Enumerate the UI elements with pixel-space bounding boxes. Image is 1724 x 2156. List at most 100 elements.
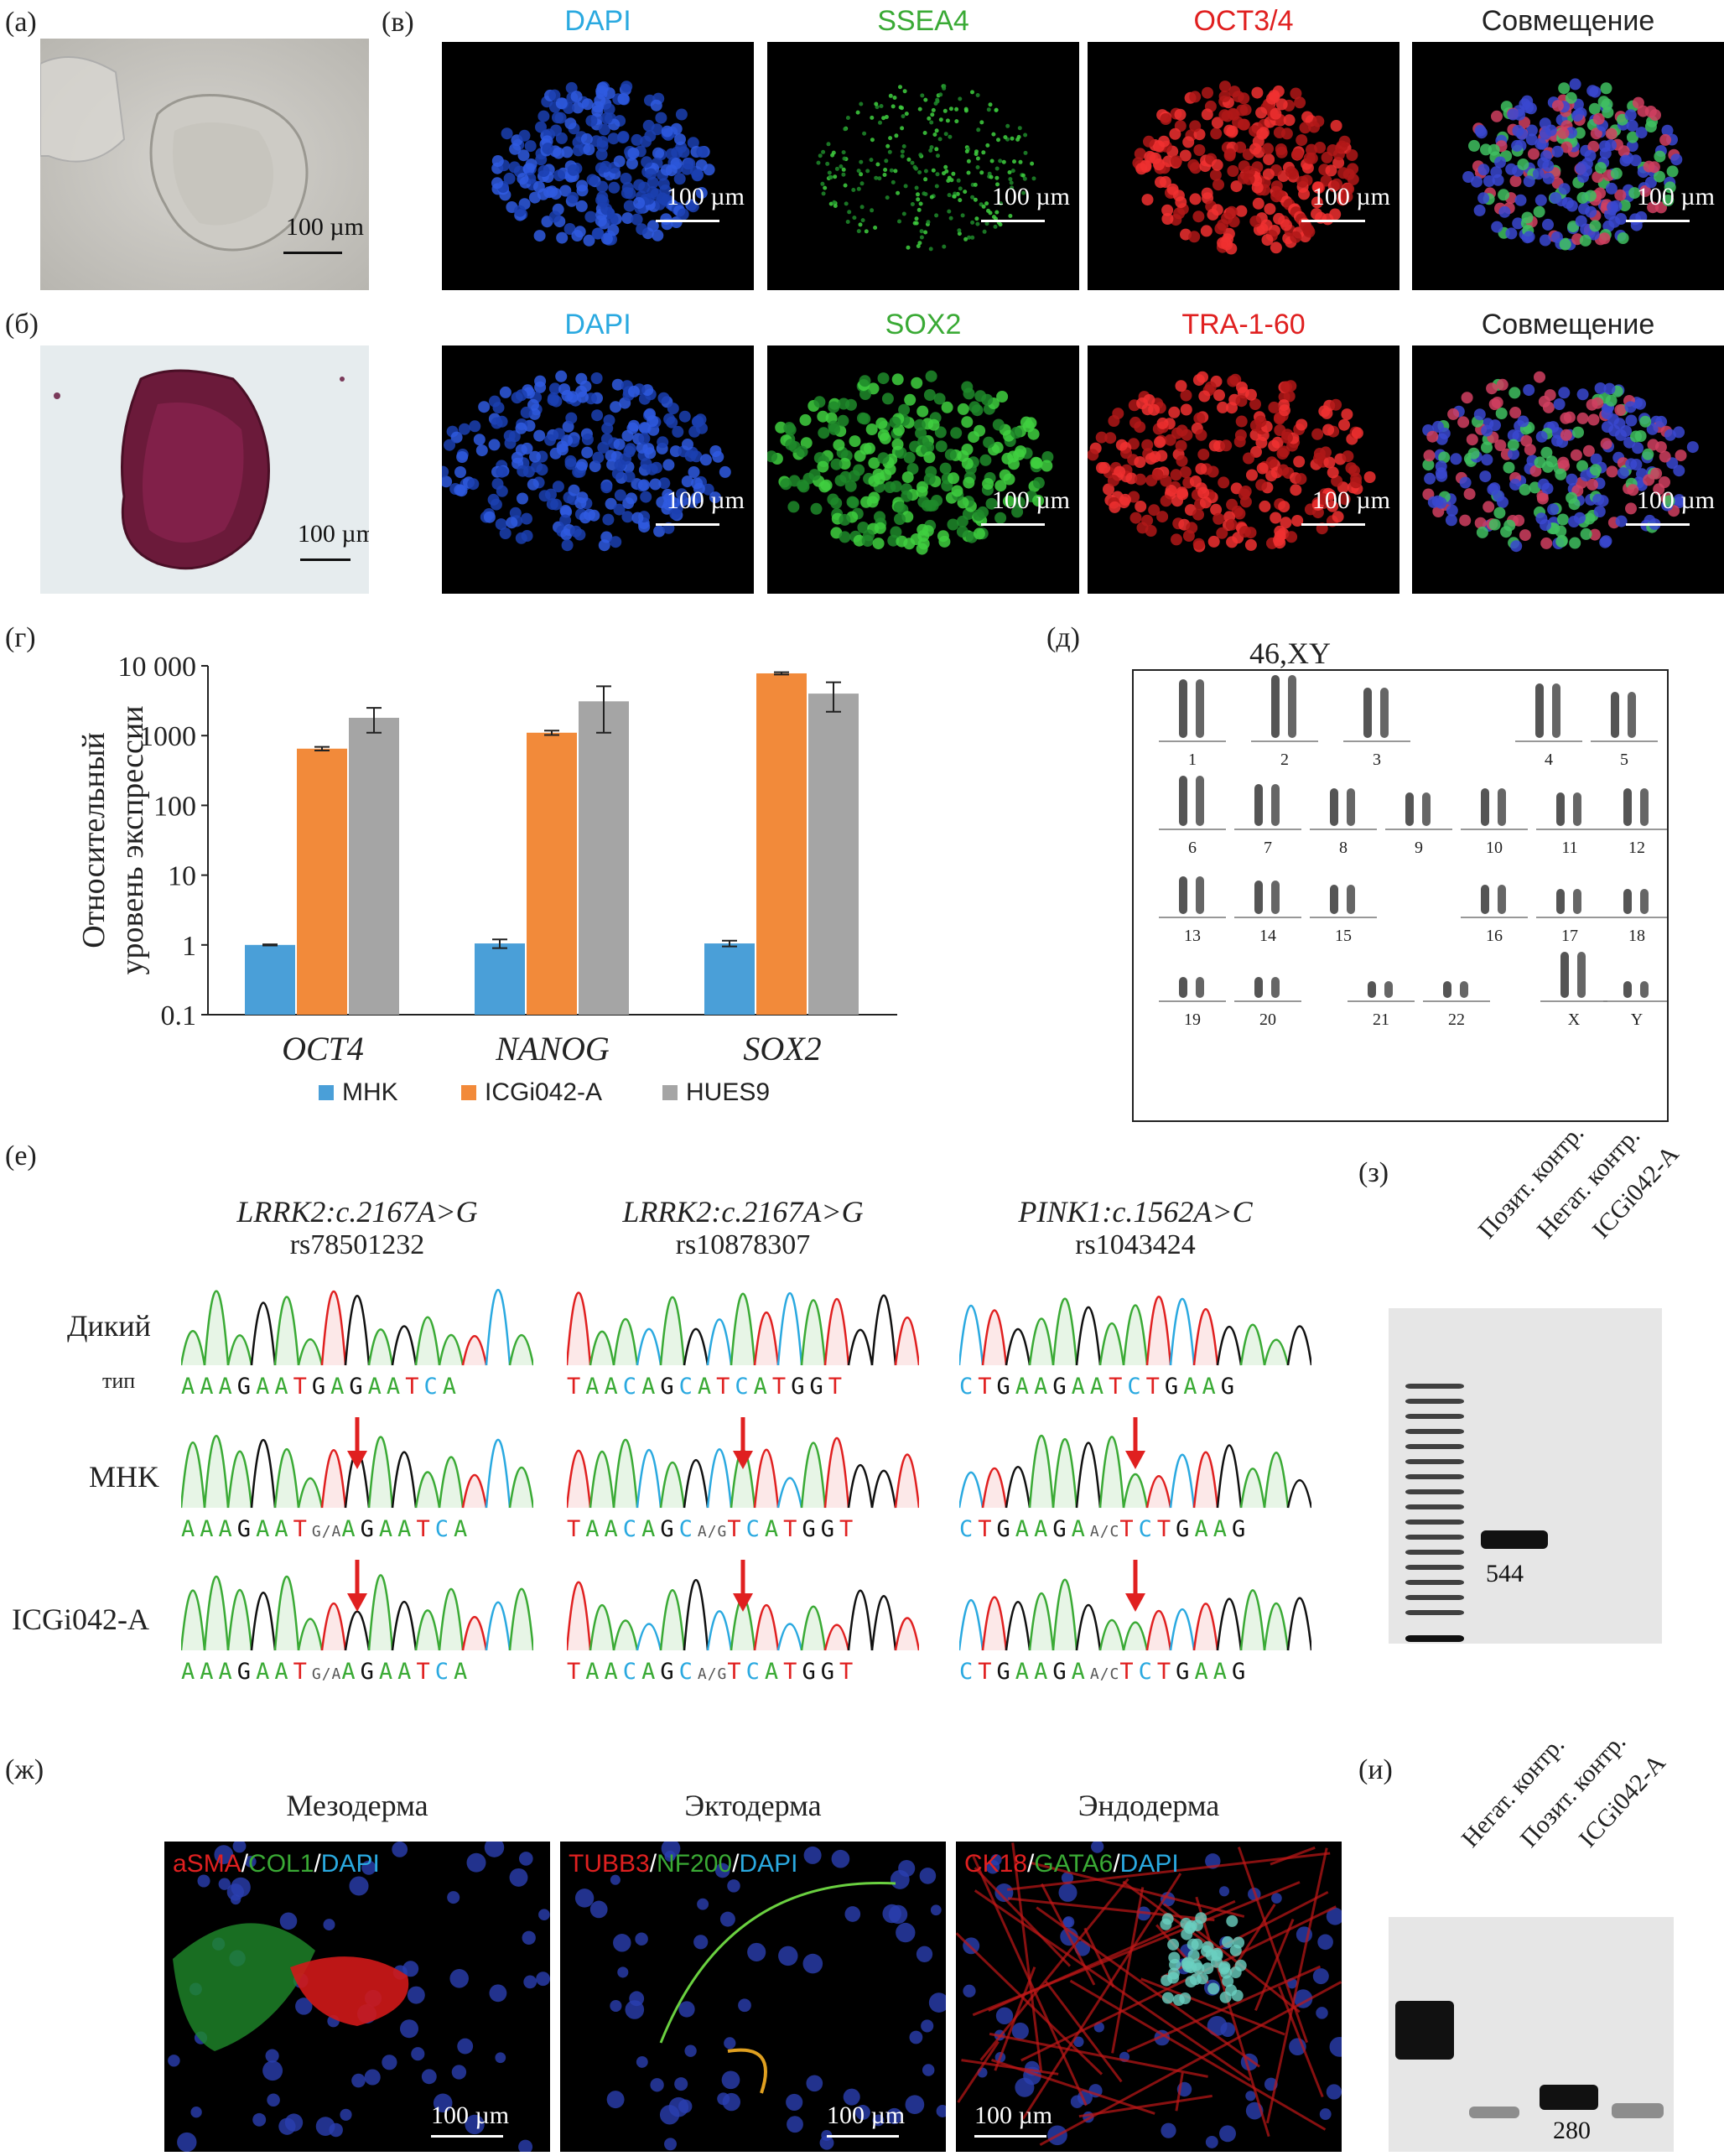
base: A xyxy=(1015,1516,1035,1542)
base: A xyxy=(1183,1374,1202,1400)
base: T xyxy=(416,1659,435,1685)
marker-part: TUBB3 xyxy=(569,1850,650,1878)
base: A xyxy=(442,1374,461,1400)
channel-label: DAPI xyxy=(564,309,631,340)
base: A xyxy=(1034,1659,1053,1685)
gel-image: 280 xyxy=(1389,1917,1674,2152)
marker-part: aSMA xyxy=(173,1850,241,1878)
scale-text: 100 µm xyxy=(1636,183,1715,210)
base: A xyxy=(378,1659,398,1685)
chromosome-pair: 17 xyxy=(1536,889,1603,945)
sequence-row-label: ICGi042-A xyxy=(12,1603,149,1636)
base: A xyxy=(1213,1659,1232,1685)
gel-band xyxy=(1469,2107,1519,2118)
gene-variant-label: PINK1:c.1562A>C xyxy=(1018,1195,1253,1229)
band-size-label: 544 xyxy=(1486,1560,1524,1587)
base: A xyxy=(181,1516,200,1542)
base: A xyxy=(585,1516,605,1542)
base: A xyxy=(1071,1659,1090,1685)
chromosome-pair: 13 xyxy=(1159,876,1226,945)
panel-label-d: (д) xyxy=(1046,622,1080,653)
channel-label: Совмещение xyxy=(1481,309,1655,340)
panel-label-zh: (ж) xyxy=(5,1754,44,1785)
chromatogram xyxy=(567,1560,919,1651)
base: A xyxy=(256,1659,275,1685)
sequence-row-label: MHK xyxy=(89,1460,160,1494)
chromosome-pair: 21 xyxy=(1348,981,1415,1029)
chromatogram xyxy=(567,1291,919,1366)
chromosome-label: X xyxy=(1568,1010,1581,1029)
chromatogram xyxy=(959,1417,1311,1509)
germ-layer-area: Мезодерма aSMA/COL1/DAPI 100 µm Эктодерма TU… xyxy=(0,1778,1342,2152)
marker-part: CK18 xyxy=(964,1850,1028,1878)
base-sequence: CTGAAGAA/CTCTGAAG xyxy=(959,1516,1311,1542)
base: A xyxy=(764,1659,784,1685)
scale-text: 100 µm xyxy=(1311,183,1390,210)
base: G xyxy=(360,1659,379,1685)
scale-line xyxy=(974,2135,1046,2138)
base: C xyxy=(622,1659,642,1685)
chromosome-label: Y xyxy=(1631,1010,1643,1029)
base: A xyxy=(1015,1374,1035,1400)
panel-label-e: (е) xyxy=(5,1140,37,1172)
variant-arrow-head xyxy=(347,1593,367,1612)
chromosome-pair: 3 xyxy=(1343,688,1410,769)
chromosome-pair: 10 xyxy=(1461,788,1528,857)
expression-chart-svg: 0.1 1 10 100 1000 10 000 Относительный уровень … xyxy=(76,652,897,1106)
base: G xyxy=(311,1374,331,1400)
base: C xyxy=(1138,1516,1157,1542)
panel-label-i: (и) xyxy=(1358,1754,1393,1785)
base: G xyxy=(791,1374,810,1400)
base: A xyxy=(697,1374,717,1400)
gel-band xyxy=(1405,1580,1464,1585)
sequence-row-label: тип xyxy=(102,1369,136,1393)
scale-line xyxy=(1301,220,1365,222)
panel-label-z: (з) xyxy=(1358,1157,1389,1188)
marker-label: TUBB3/NF200/DAPI xyxy=(569,1850,797,1878)
base: G xyxy=(660,1516,679,1542)
base: T xyxy=(1156,1659,1176,1685)
base: A xyxy=(256,1374,275,1400)
het-base: A/G xyxy=(697,1665,728,1683)
gel-image: 544 xyxy=(1389,1308,1662,1644)
base: A xyxy=(181,1659,200,1685)
chromosome-label: 10 xyxy=(1486,839,1503,857)
fluorescence-image: 100 µm xyxy=(1088,42,1399,290)
base: T xyxy=(293,1659,312,1685)
chromosome-pair: 8 xyxy=(1310,788,1377,857)
base: T xyxy=(783,1516,802,1542)
marker-part: DAPI xyxy=(320,1850,380,1878)
base: G xyxy=(349,1374,368,1400)
base: T xyxy=(839,1659,859,1685)
base: A xyxy=(218,1516,237,1542)
bar xyxy=(808,694,859,1015)
het-base: A/C xyxy=(1089,1523,1120,1540)
base-sequence: AAAGAATG/AAGAATCA xyxy=(181,1659,533,1685)
fluorescence-image: 100 µm xyxy=(1412,345,1724,594)
scale-line xyxy=(300,558,351,561)
gel-band xyxy=(1395,2001,1454,2060)
germ-layer-image: TUBB3/NF200/DAPI 100 µm xyxy=(560,1842,946,2152)
base: G xyxy=(1052,1374,1072,1400)
base: C xyxy=(678,1516,698,1542)
base: G xyxy=(1164,1374,1184,1400)
base: A xyxy=(585,1374,605,1400)
base: A xyxy=(181,1374,200,1400)
base: A xyxy=(386,1374,406,1400)
scale-text: 100 µm xyxy=(827,2101,906,2129)
panel-label-a: (а) xyxy=(5,7,37,38)
scale-line xyxy=(656,523,719,526)
marker-part: GATA6 xyxy=(1034,1850,1114,1878)
base-sequence: TAACAGCA/GTCATGGT xyxy=(567,1516,919,1542)
base: A xyxy=(1194,1659,1213,1685)
y-tick-label: 100 xyxy=(153,791,196,822)
base: C xyxy=(735,1374,754,1400)
gel-band xyxy=(1405,1520,1464,1525)
category-label: SOX2 xyxy=(743,1030,821,1068)
scale-text: 100 µm xyxy=(285,213,364,241)
base: G xyxy=(1220,1374,1239,1400)
scale-text: 100 µm xyxy=(991,486,1070,514)
chromosome-label: 8 xyxy=(1339,839,1348,857)
base: A xyxy=(367,1374,387,1400)
